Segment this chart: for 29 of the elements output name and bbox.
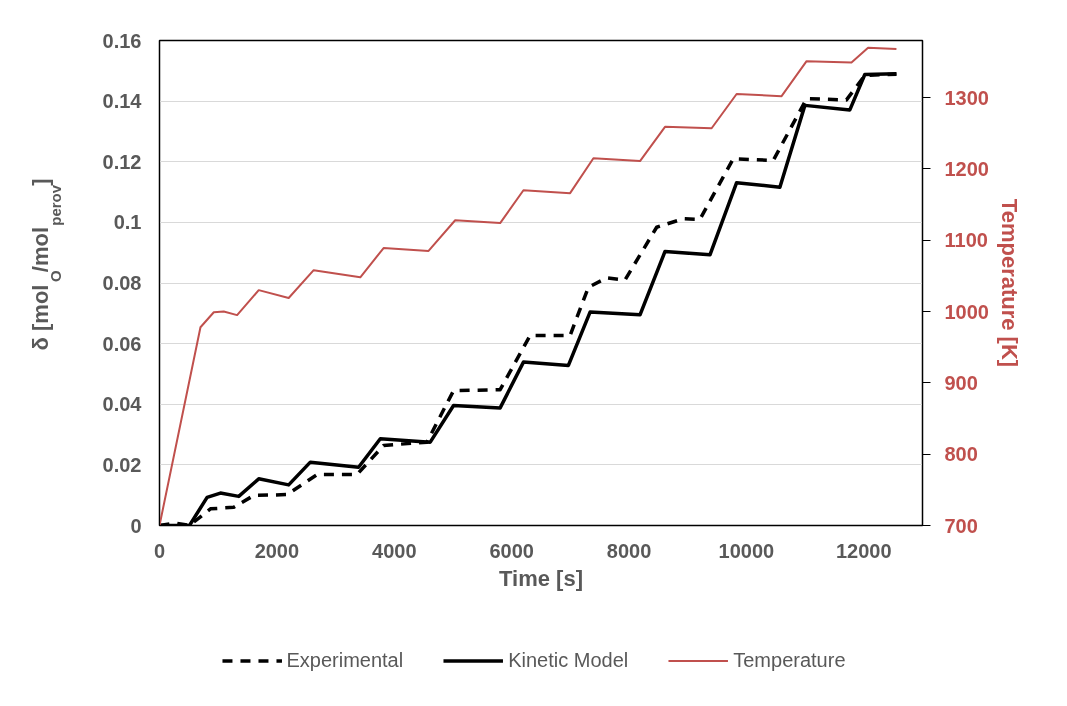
x-tick-label: 0 — [153, 539, 166, 562]
y2-tick-label: 700 — [944, 514, 978, 537]
y2-tick-label: 900 — [944, 371, 978, 394]
y-tick-label: 0.16 — [102, 29, 142, 52]
y2-tick-label: 1000 — [944, 300, 989, 323]
y2-axis-title: Temperature [K] — [996, 198, 1022, 368]
legend-label: Experimental — [286, 648, 404, 672]
y2-tick-label: 1300 — [944, 86, 989, 109]
y-axis-title: δ [molO/molperov] — [28, 178, 64, 351]
x-tick-label: 4000 — [372, 539, 417, 562]
x-tick-label: 10000 — [718, 539, 775, 562]
y-tick-label: 0.1 — [113, 211, 142, 234]
x-tick-label: 12000 — [836, 539, 892, 562]
y2-tick-label: 1100 — [944, 229, 988, 252]
y-tick-label: 0 — [130, 514, 142, 537]
y2-tick-label: 800 — [944, 443, 978, 466]
y-tick-label: 0.02 — [102, 453, 142, 476]
x-tick-label: 2000 — [254, 539, 300, 562]
y-tick-label: 0.08 — [102, 272, 142, 294]
y-tick-label: 0.04 — [102, 393, 143, 416]
y-tick-label: 0.06 — [102, 332, 142, 355]
y-tick-label: 0.14 — [102, 90, 143, 113]
legend-label: Temperature — [733, 648, 846, 672]
y-tick-label: 0.12 — [102, 150, 142, 173]
y2-tick-label: 1200 — [944, 157, 989, 180]
x-tick-label: 8000 — [606, 539, 652, 562]
legend-label: Kinetic Model — [508, 648, 629, 672]
x-tick-label: 6000 — [489, 539, 534, 562]
x-axis-title: Time [s] — [499, 565, 583, 591]
